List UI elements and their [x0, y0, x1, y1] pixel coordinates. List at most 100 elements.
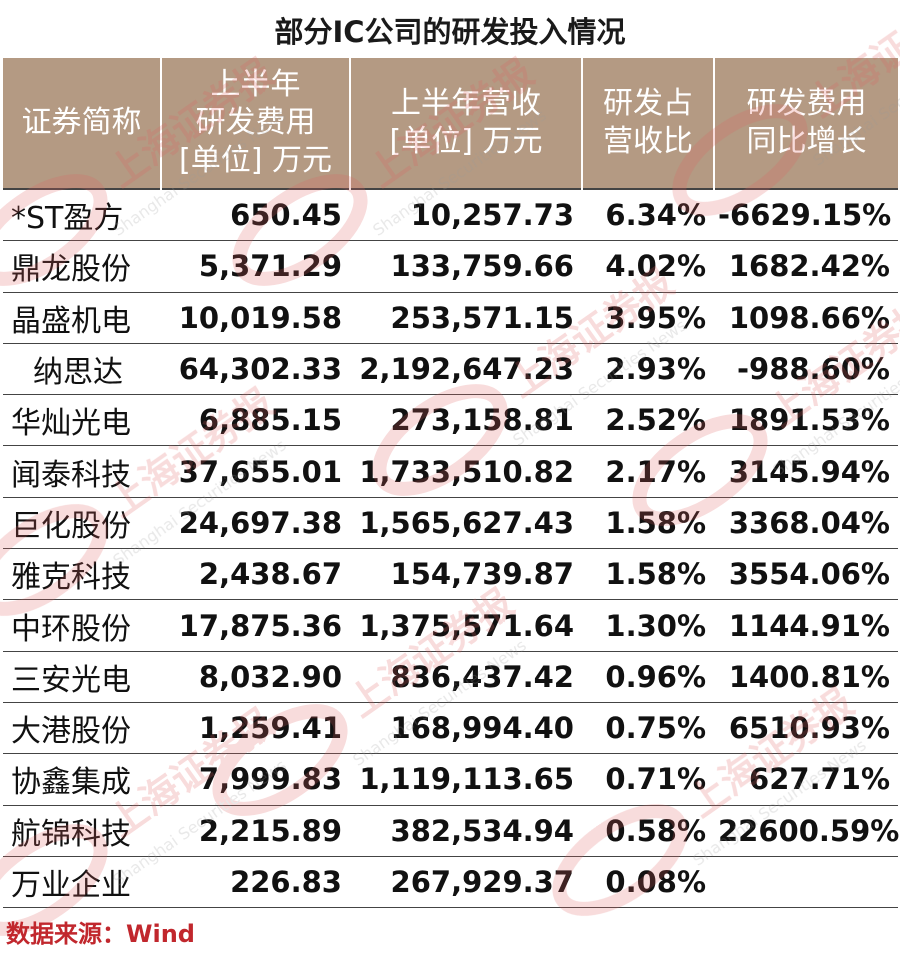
- cell-revenue: 168,994.40: [350, 702, 582, 755]
- cell-rd-ratio: 0.08%: [582, 856, 714, 909]
- cell-rd-expense: 10,019.58: [161, 292, 350, 344]
- cell-rd-growth: 1098.66%: [714, 292, 898, 344]
- cell-rd-growth: 1891.53%: [714, 394, 898, 447]
- header-line: 营收比: [603, 124, 693, 159]
- cell-rd-expense: 226.83: [161, 856, 350, 909]
- header-rd-expense: 上半年 研发费用 [单位] 万元: [161, 58, 351, 189]
- cell-stock-name: 晶盛机电: [3, 292, 161, 344]
- cell-rd-expense: 37,655.01: [161, 445, 350, 498]
- cell-rd-ratio: 6.34%: [582, 188, 714, 242]
- table-row: 大港股份 1,259.41 168,994.40 0.75% 6510.93%: [3, 702, 898, 755]
- header-line: 研发费用: [195, 105, 316, 140]
- table-row: 鼎龙股份 5,371.29 133,759.66 4.02% 1682.42%: [3, 240, 898, 293]
- cell-rd-ratio: 0.71%: [582, 753, 714, 806]
- table-row: 航锦科技 2,215.89 382,534.94 0.58% 22600.59%: [3, 805, 899, 857]
- cell-stock-name: 大港股份: [3, 702, 161, 755]
- cell-rd-growth: [714, 856, 898, 909]
- cell-rd-ratio: 1.58%: [582, 497, 714, 550]
- cell-stock-name: 协鑫集成: [3, 753, 161, 806]
- cell-revenue: 133,759.66: [350, 240, 582, 293]
- header-rd-ratio: 研发占 营收比: [582, 58, 715, 189]
- cell-rd-growth: -6629.15%: [714, 188, 898, 242]
- header-line: 研发费用: [746, 86, 867, 121]
- cell-stock-name: 纳思达: [3, 343, 161, 396]
- header-line: 上半年: [210, 67, 301, 102]
- cell-stock-name: 中环股份: [3, 599, 161, 652]
- header-rd-growth: 研发费用 同比增长: [714, 58, 898, 189]
- cell-rd-ratio: 4.02%: [582, 240, 714, 293]
- cell-stock-name: 雅克科技: [3, 548, 161, 601]
- header-line: [单位] 万元: [389, 124, 543, 159]
- cell-rd-ratio: 0.58%: [582, 805, 714, 857]
- cell-revenue: 1,565,627.43: [350, 497, 582, 550]
- cell-rd-ratio: 2.93%: [582, 343, 714, 396]
- table-row: 巨化股份 24,697.38 1,565,627.43 1.58% 3368.04%: [3, 497, 898, 550]
- cell-revenue: 382,534.94: [350, 805, 582, 857]
- header-line: 研发占: [603, 86, 693, 121]
- table-row: 华灿光电 6,885.15 273,158.81 2.52% 1891.53%: [3, 394, 898, 447]
- cell-rd-growth: 627.71%: [714, 753, 898, 806]
- table-row: 三安光电 8,032.90 836,437.42 0.96% 1400.81%: [3, 651, 898, 703]
- table-row: 万业企业 226.83 267,929.37 0.08%: [3, 856, 898, 909]
- cell-rd-ratio: 3.95%: [582, 292, 714, 344]
- cell-rd-ratio: 2.17%: [582, 445, 714, 498]
- cell-revenue: 253,571.15: [350, 292, 582, 344]
- table-row: 晶盛机电 10,019.58 253,571.15 3.95% 1098.66%: [3, 292, 898, 344]
- header-line: 上半年营收: [391, 86, 541, 121]
- cell-rd-expense: 650.45: [161, 188, 350, 242]
- cell-rd-ratio: 1.58%: [582, 548, 714, 601]
- cell-rd-ratio: 0.96%: [582, 651, 714, 703]
- cell-rd-ratio: 2.52%: [582, 394, 714, 447]
- rd-investment-table: 证券简称 上半年 研发费用 [单位] 万元 上半年营收 [单位] 万元 研发占 营收比 研发费用…: [3, 58, 899, 909]
- table-row: 雅克科技 2,438.67 154,739.87 1.58% 3554.06%: [3, 548, 898, 601]
- cell-stock-name: 三安光电: [3, 651, 161, 703]
- cell-revenue: 10,257.73: [350, 188, 582, 242]
- page-title: 部分IC公司的研发投入情况: [274, 15, 626, 49]
- cell-rd-growth: 6510.93%: [714, 702, 898, 755]
- table-body: *ST盈方 650.45 10,257.73 6.34% -6629.15% 鼎龙股份 5,…: [3, 188, 899, 909]
- table-row: 纳思达 64,302.33 2,192,647.23 2.93% -988.60%: [3, 343, 898, 396]
- cell-stock-name: 鼎龙股份: [3, 240, 161, 293]
- cell-stock-name: 巨化股份: [3, 497, 161, 550]
- cell-rd-growth: 1144.91%: [714, 599, 898, 652]
- table-row: 中环股份 17,875.36 1,375,571.64 1.30% 1144.91%: [3, 599, 898, 652]
- cell-rd-expense: 17,875.36: [161, 599, 350, 652]
- table-row: 闻泰科技 37,655.01 1,733,510.82 2.17% 3145.94%: [3, 445, 898, 498]
- cell-rd-growth: 1682.42%: [714, 240, 898, 293]
- cell-stock-name: 闻泰科技: [3, 445, 161, 498]
- cell-stock-name: *ST盈方: [3, 188, 161, 242]
- cell-rd-expense: 2,215.89: [161, 805, 350, 857]
- cell-revenue: 267,929.37: [350, 856, 582, 909]
- header-line: 证券简称: [21, 105, 142, 140]
- cell-rd-ratio: 0.75%: [582, 702, 714, 755]
- cell-revenue: 2,192,647.23: [350, 343, 582, 396]
- header-revenue: 上半年营收 [单位] 万元: [350, 58, 583, 189]
- cell-rd-expense: 1,259.41: [161, 702, 350, 755]
- header-stock-name: 证券简称: [3, 58, 162, 189]
- cell-revenue: 154,739.87: [350, 548, 582, 601]
- cell-rd-expense: 8,032.90: [161, 651, 350, 703]
- cell-revenue: 1,375,571.64: [350, 599, 582, 652]
- cell-rd-growth: 3145.94%: [714, 445, 898, 498]
- cell-rd-growth: 3368.04%: [714, 497, 898, 550]
- header-line: [单位] 万元: [179, 143, 332, 178]
- table-row: 协鑫集成 7,999.83 1,119,113.65 0.71% 627.71%: [3, 753, 898, 806]
- cell-rd-expense: 64,302.33: [161, 343, 350, 396]
- cell-rd-growth: 3554.06%: [714, 548, 898, 601]
- cell-stock-name: 华灿光电: [3, 394, 161, 447]
- cell-stock-name: 航锦科技: [3, 805, 161, 857]
- cell-revenue: 1,733,510.82: [350, 445, 582, 498]
- cell-rd-expense: 5,371.29: [161, 240, 350, 293]
- cell-revenue: 273,158.81: [350, 394, 582, 447]
- table-header-row: 证券简称 上半年 研发费用 [单位] 万元 上半年营收 [单位] 万元 研发占 营收比 研发费用…: [3, 58, 898, 189]
- cell-rd-ratio: 1.30%: [582, 599, 714, 652]
- cell-rd-expense: 7,999.83: [161, 753, 350, 806]
- cell-revenue: 836,437.42: [350, 651, 582, 703]
- header-line: 同比增长: [746, 124, 867, 159]
- cell-rd-expense: 24,697.38: [161, 497, 350, 550]
- cell-stock-name: 万业企业: [3, 856, 161, 909]
- cell-rd-growth: -988.60%: [714, 343, 898, 396]
- cell-rd-expense: 2,438.67: [161, 548, 350, 601]
- cell-rd-expense: 6,885.15: [161, 394, 350, 447]
- cell-revenue: 1,119,113.65: [350, 753, 582, 806]
